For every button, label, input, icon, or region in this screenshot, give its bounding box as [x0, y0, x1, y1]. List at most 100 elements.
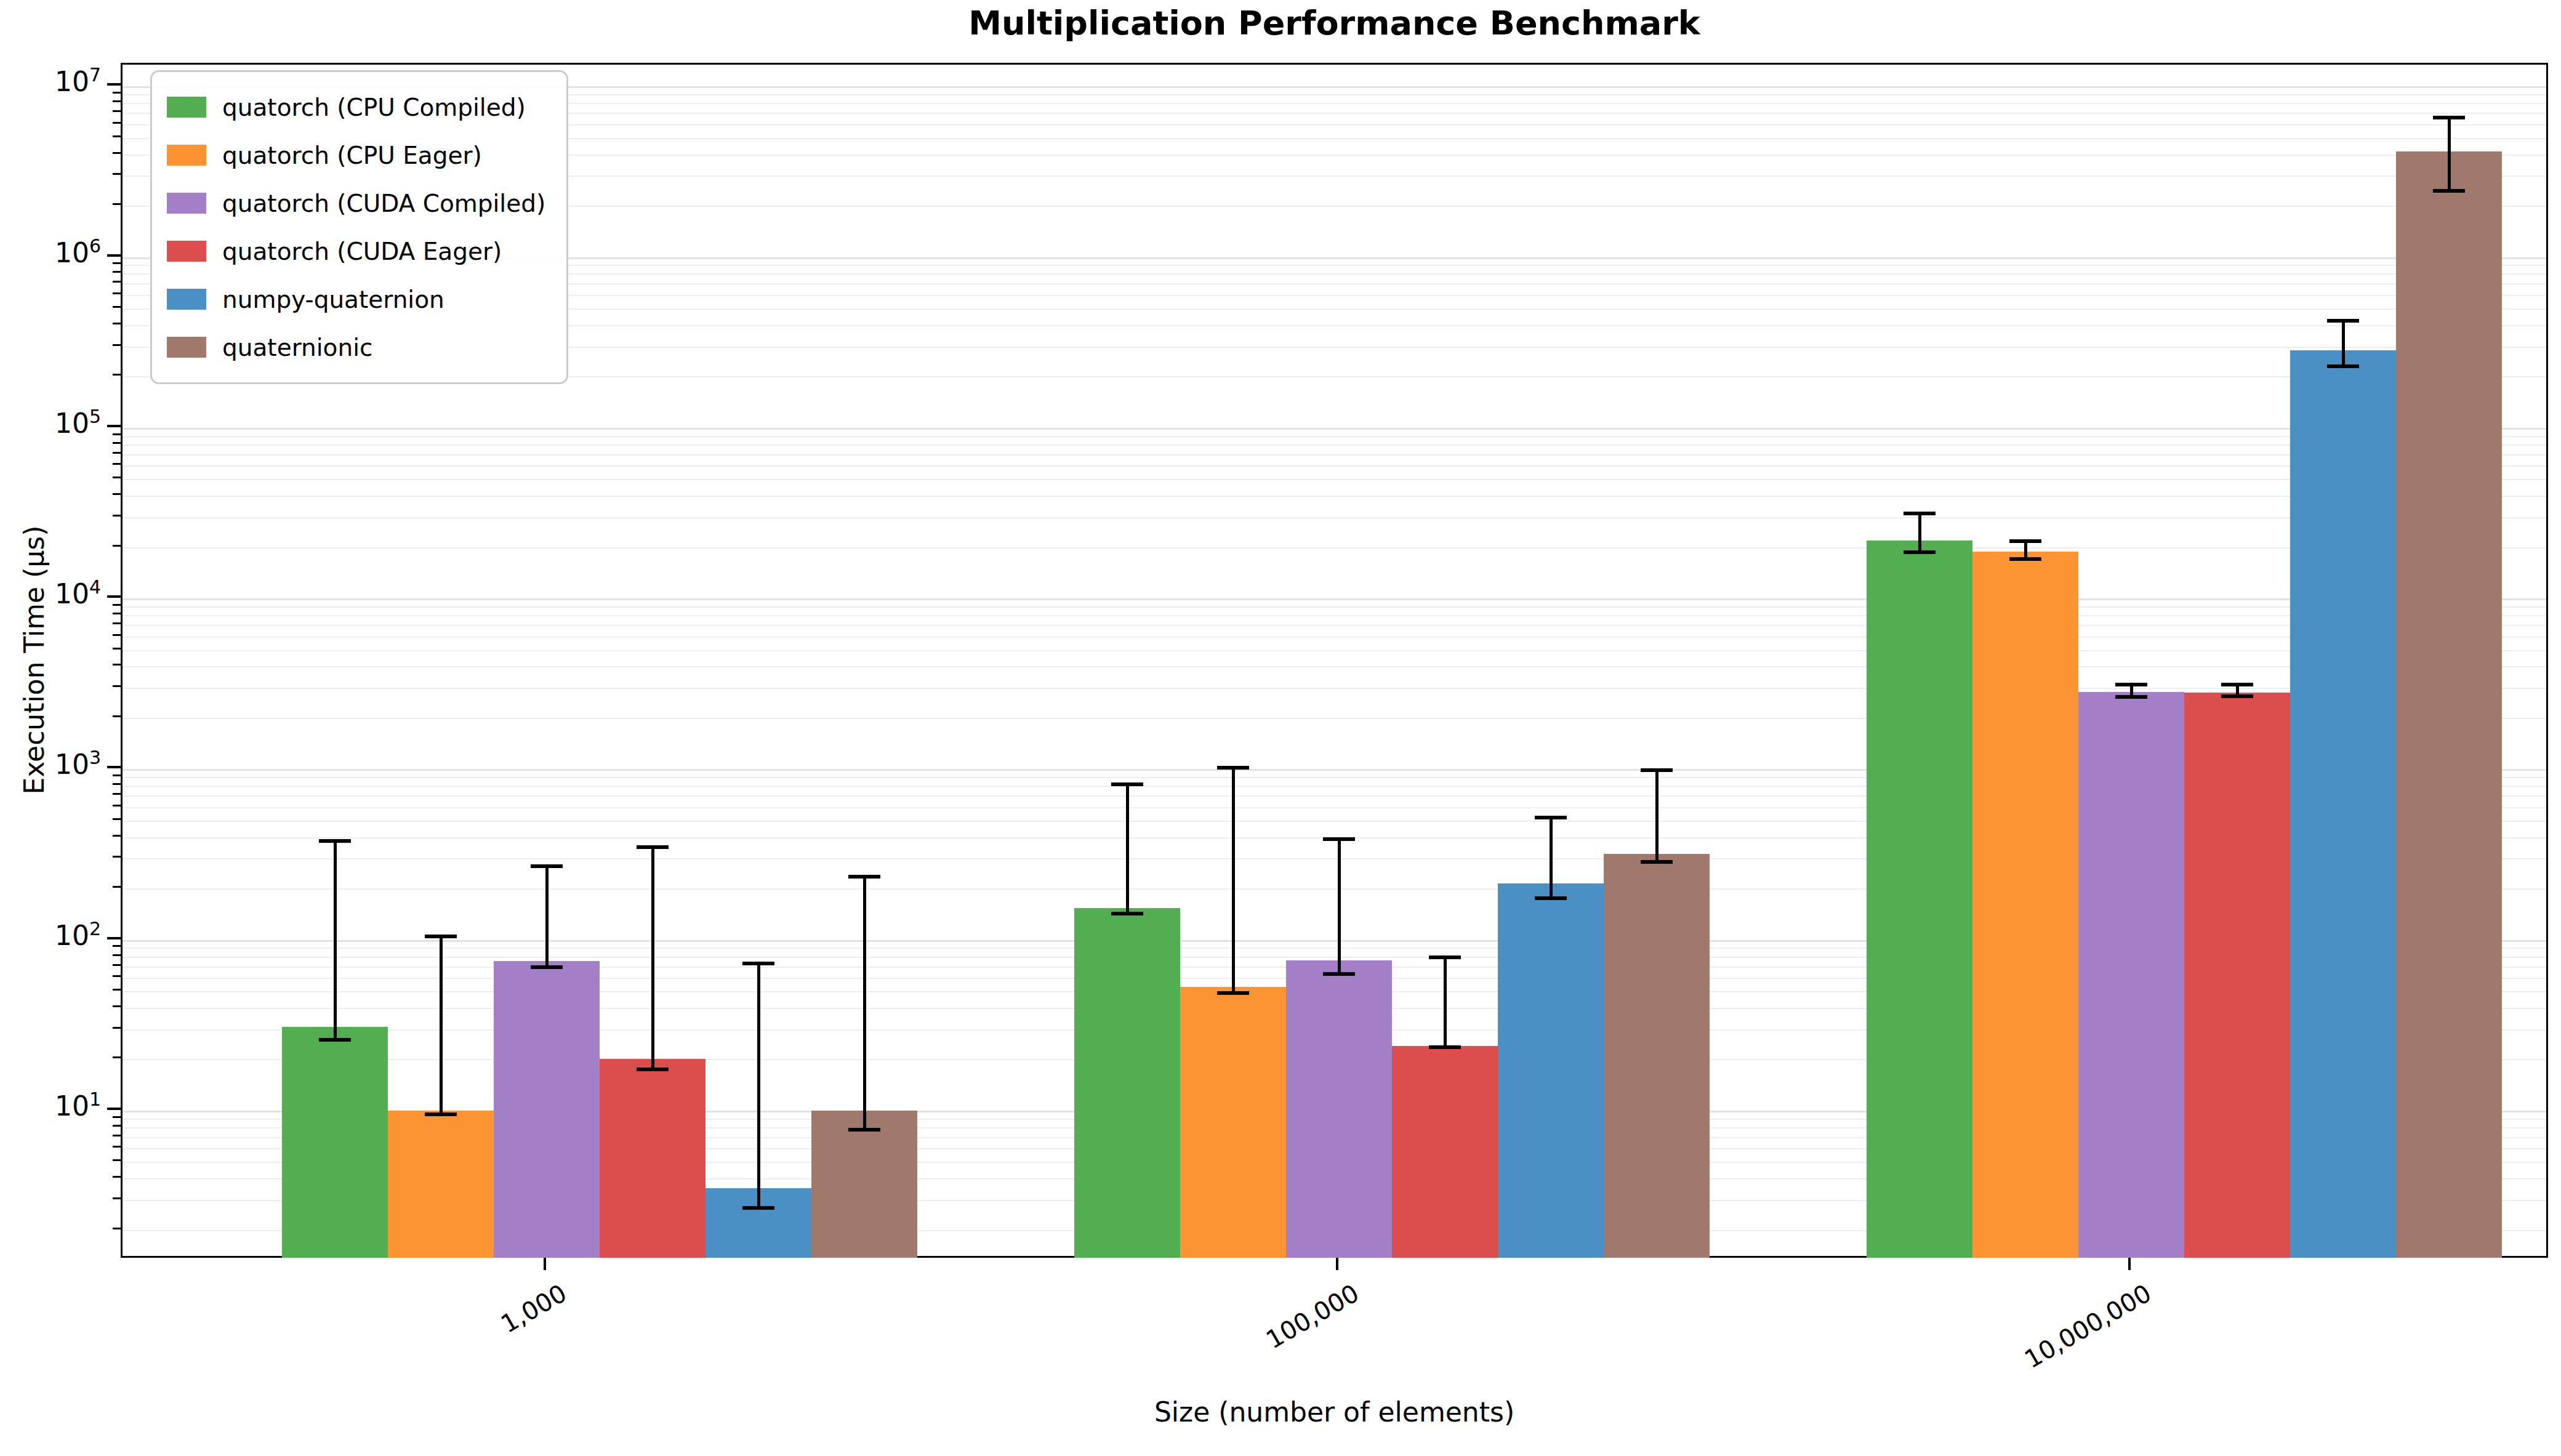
- error-bar-cap-top: [1323, 837, 1355, 841]
- error-bar-cap-top: [1904, 512, 1936, 515]
- y-tick-minor: [113, 1197, 121, 1199]
- x-tick-label: 1,000: [496, 1279, 571, 1338]
- legend-label: quatorch (CPU Compiled): [222, 94, 526, 121]
- y-tick: [107, 766, 121, 768]
- error-bar-line: [2448, 118, 2451, 190]
- y-tick-minor: [113, 793, 121, 795]
- y-tick-minor: [113, 173, 121, 175]
- error-bar-cap-top: [319, 839, 351, 843]
- gridline-minor: [123, 465, 2546, 467]
- error-bar-cap-bottom: [1904, 550, 1936, 554]
- y-tick-minor: [113, 1116, 121, 1118]
- bar: [1286, 960, 1392, 1258]
- error-bar-cap-bottom: [1429, 1045, 1461, 1049]
- bar: [1972, 552, 2078, 1258]
- y-tick: [107, 1108, 121, 1110]
- y-tick-minor: [113, 271, 121, 273]
- x-axis-label: Size (number of elements): [121, 1396, 2548, 1428]
- y-tick-minor: [113, 685, 121, 687]
- legend-label: numpy-quaternion: [222, 286, 444, 313]
- y-tick-minor: [113, 1176, 121, 1178]
- figure: Multiplication Performance Benchmark Exe…: [0, 0, 2561, 1456]
- y-tick-label: 102: [9, 918, 101, 951]
- y-tick-minor: [113, 203, 121, 205]
- x-tick: [1336, 1258, 1338, 1270]
- legend-label: quaternionic: [222, 334, 372, 361]
- gridline-minor: [123, 454, 2546, 456]
- gridline-minor: [123, 517, 2546, 518]
- error-bar-cap-top: [1641, 768, 1673, 772]
- bar: [811, 1111, 917, 1258]
- y-tick-minor: [113, 964, 121, 966]
- y-tick: [107, 595, 121, 598]
- error-bar-cap-top: [1217, 766, 1249, 770]
- y-tick-minor: [113, 634, 121, 636]
- y-tick-minor: [113, 989, 121, 991]
- gridline-minor: [123, 637, 2546, 638]
- y-tick: [107, 254, 121, 257]
- error-bar-cap-top: [848, 875, 880, 879]
- error-bar-line: [1232, 768, 1235, 993]
- error-bar-line: [334, 841, 337, 1040]
- error-bar-cap-top: [1535, 816, 1567, 819]
- y-tick-minor: [113, 886, 121, 888]
- y-tick-minor: [113, 122, 121, 124]
- y-tick-minor: [113, 648, 121, 650]
- y-tick-minor: [113, 954, 121, 956]
- error-bar-cap-top: [742, 962, 774, 965]
- y-tick-minor: [113, 1228, 121, 1229]
- y-tick-label: 104: [9, 576, 101, 609]
- y-tick-minor: [113, 664, 121, 666]
- bar: [282, 1027, 388, 1258]
- error-bar-cap-top: [637, 845, 669, 849]
- error-bar-line: [651, 847, 654, 1069]
- error-bar-line: [1444, 957, 1447, 1047]
- error-bar-cap-top: [2327, 319, 2359, 323]
- y-tick-minor: [113, 1005, 121, 1007]
- legend-swatch: [167, 289, 206, 310]
- bar: [1867, 541, 1972, 1258]
- legend-item: quatorch (CPU Eager): [167, 131, 545, 179]
- error-bar-line: [1338, 839, 1341, 975]
- y-tick-label: 105: [9, 406, 101, 439]
- y-tick-minor: [113, 613, 121, 614]
- y-tick-minor: [113, 818, 121, 820]
- error-bar-line: [440, 936, 443, 1114]
- y-tick-minor: [113, 1159, 121, 1161]
- legend-item: quaternionic: [167, 323, 545, 371]
- y-tick-minor: [113, 1027, 121, 1029]
- error-bar-cap-bottom: [1323, 972, 1355, 976]
- y-tick-label: 107: [9, 64, 101, 97]
- y-tick-minor: [113, 1056, 121, 1058]
- error-bar-line: [2342, 321, 2345, 366]
- bar: [2290, 350, 2396, 1258]
- y-tick: [107, 83, 121, 86]
- y-tick-minor: [113, 110, 121, 112]
- y-tick-minor: [113, 135, 121, 137]
- gridline-major: [123, 598, 2546, 600]
- y-tick-minor: [113, 374, 121, 376]
- gridline-minor: [123, 650, 2546, 651]
- error-bar-cap-bottom: [2433, 189, 2465, 193]
- y-tick-minor: [113, 1135, 121, 1136]
- error-bar-cap-top: [1111, 782, 1143, 786]
- gridline-minor: [123, 625, 2546, 626]
- x-tick-label: 10,000,000: [2020, 1279, 2156, 1374]
- error-bar-cap-bottom: [2221, 694, 2253, 698]
- legend-label: quatorch (CUDA Compiled): [222, 190, 545, 217]
- error-bar-cap-bottom: [2327, 364, 2359, 368]
- gridline-minor: [123, 479, 2546, 480]
- y-tick-minor: [113, 262, 121, 264]
- legend-item: numpy-quaternion: [167, 275, 545, 323]
- legend-swatch: [167, 145, 206, 166]
- error-bar-cap-bottom: [425, 1112, 457, 1116]
- error-bar-cap-top: [425, 935, 457, 938]
- y-tick-minor: [113, 715, 121, 717]
- y-tick-minor: [113, 783, 121, 785]
- gridline-minor: [123, 436, 2546, 437]
- error-bar-line: [2024, 541, 2027, 559]
- gridline-minor: [123, 547, 2546, 549]
- error-bar-cap-top: [2433, 116, 2465, 119]
- error-bar-cap-top: [2009, 539, 2041, 543]
- y-tick-minor: [113, 1146, 121, 1148]
